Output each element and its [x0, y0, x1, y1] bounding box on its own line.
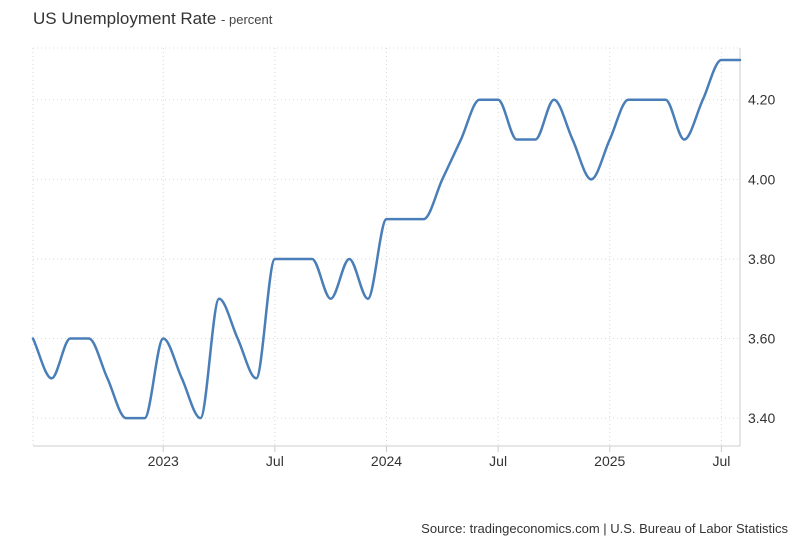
chart-grid: [32, 47, 740, 446]
series-line-0: [31, 58, 742, 420]
x-tick-label: Jul: [712, 453, 730, 469]
x-tick-label: 2024: [371, 453, 402, 469]
chart-series: [31, 58, 742, 420]
y-tick-label: 3.60: [748, 331, 775, 347]
x-tick-label: Jul: [266, 453, 284, 469]
y-tick-label: 4.00: [748, 171, 775, 187]
y-tick-label: 3.80: [748, 251, 775, 267]
x-tick-label: Jul: [489, 453, 507, 469]
source-note: Source: tradingeconomics.com | U.S. Bure…: [421, 521, 788, 536]
chart-axes: [33, 48, 741, 452]
y-tick-label: 4.20: [748, 92, 775, 108]
chart-unit-label: - percent: [221, 12, 273, 27]
x-tick-label: 2023: [148, 453, 179, 469]
y-tick-label: 3.40: [748, 410, 775, 426]
chart-title: US Unemployment Rate - percent: [33, 9, 272, 29]
chart-unit-text: percent: [229, 12, 273, 27]
chart-tick-labels: 3.40 3.60 3.80 4.00 4.20 2023 Jul 2024 Jul 2025 Ju…: [148, 92, 776, 469]
chart-title-text: US Unemployment Rate: [33, 9, 217, 28]
x-tick-label: 2025: [594, 453, 625, 469]
